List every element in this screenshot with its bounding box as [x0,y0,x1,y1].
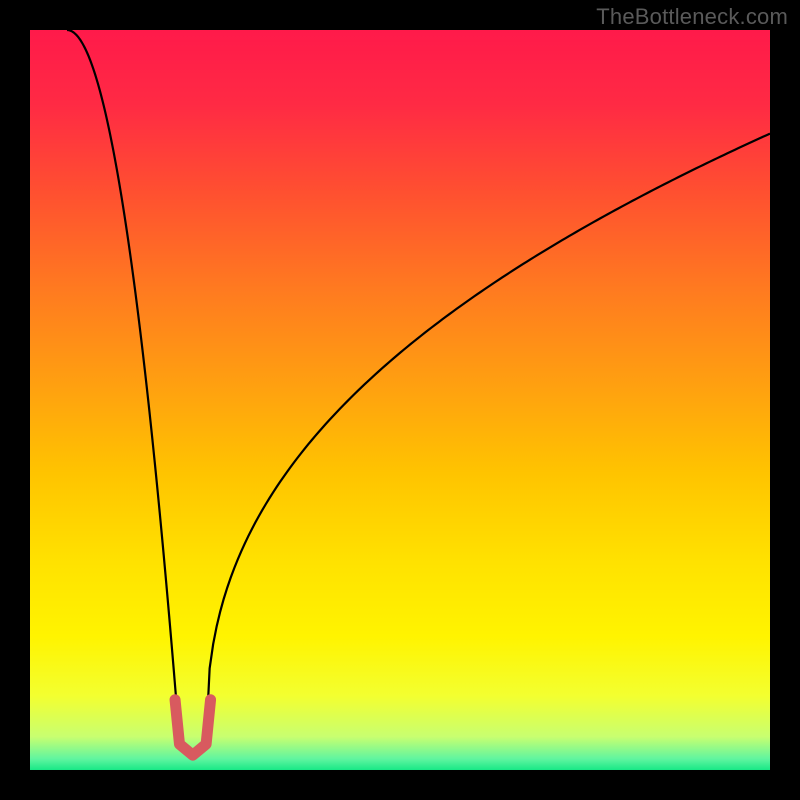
chart-gradient-bg [30,30,770,770]
chart-svg [0,0,800,800]
watermark-text: TheBottleneck.com [596,4,788,30]
bottleneck-chart: TheBottleneck.com [0,0,800,800]
